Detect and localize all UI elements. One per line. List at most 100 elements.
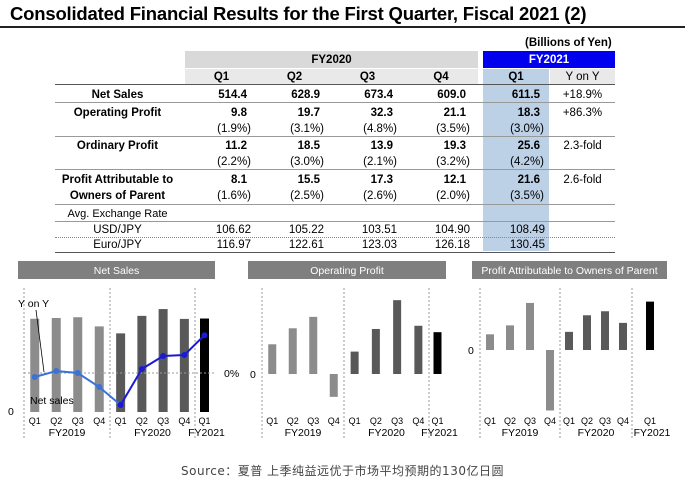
x-label-1-8: Q1 <box>431 416 443 426</box>
fx-eur-label: Euro/JPY <box>93 239 142 251</box>
x-label-2-5: Q2 <box>581 416 593 426</box>
yoy-point-2 <box>74 370 81 376</box>
net-sales-fy2021: 611.5 <box>511 89 540 101</box>
group-label-2-1: FY2020 <box>578 427 615 439</box>
bar-2-2 <box>526 302 534 350</box>
bar-2-8 <box>646 301 654 350</box>
title-rule <box>0 26 685 28</box>
bar-0-5 <box>137 315 147 412</box>
row-label-profit-attributable-1: Profit Attributable to <box>61 174 174 186</box>
group-label-0-0: FY2019 <box>49 427 86 439</box>
fy2020-header: FY2020 <box>311 54 352 66</box>
x-label-0-4: Q1 <box>115 416 127 426</box>
chart-title-2: Profit Attributable to Owners of Parent <box>481 265 657 277</box>
x-label-2-3: Q4 <box>544 416 556 426</box>
x-label-0-6: Q3 <box>157 416 169 426</box>
yoy-point-5 <box>138 366 145 372</box>
chart-title-band-1 <box>248 261 446 279</box>
x-label-1-6: Q3 <box>391 416 403 426</box>
chart-title-0: Net Sales <box>94 265 140 277</box>
x-label-1-4: Q1 <box>349 416 361 426</box>
pa-q3: 17.3 <box>370 174 393 186</box>
yoy-header-band <box>550 69 615 84</box>
x-label-0-0: Q1 <box>29 416 41 426</box>
op-q2: 19.7 <box>297 107 320 119</box>
fx-usd-q4: 104.90 <box>434 224 470 236</box>
fx-usd-q1: 106.62 <box>215 224 251 236</box>
ord-yoy: 2.3-fold <box>563 140 602 152</box>
row-label-profit-attributable-2: Owners of Parent <box>69 190 166 202</box>
bar-1-7 <box>414 325 423 374</box>
bar-0-6 <box>158 309 168 412</box>
yoy-header: Y on Y <box>565 71 600 83</box>
group-label-0-2: FY2021 <box>188 427 225 439</box>
fx-eur-q3: 123.03 <box>361 239 397 251</box>
chart0-yoy-zero-label: 0% <box>224 368 239 380</box>
q-header-2: Q2 <box>286 71 303 83</box>
bar-1-3 <box>329 374 338 397</box>
group-label-2-2: FY2021 <box>634 427 671 439</box>
rule-4 <box>55 204 615 205</box>
op-yoy: +86.3% <box>562 107 603 119</box>
q-header-3: Q3 <box>359 71 376 83</box>
ord-ratio-q2: (3.0%) <box>290 156 324 168</box>
ord-ratio-q4: (3.2%) <box>436 156 470 168</box>
bar-2-3 <box>546 350 554 411</box>
chart-title-band-0 <box>18 261 215 279</box>
fx-eur-q1: 116.97 <box>216 239 251 251</box>
fy2021-q-header: Q1 <box>508 71 524 83</box>
bar-1-1 <box>288 328 297 374</box>
rule-top <box>55 84 615 85</box>
pa-fy2021: 21.6 <box>517 174 540 186</box>
pa-yoy: 2.6-fold <box>563 174 602 186</box>
rule-2 <box>55 136 615 137</box>
fy2021-header-band <box>483 51 615 68</box>
rule-3 <box>55 169 615 170</box>
rule-5 <box>55 221 615 222</box>
page-title: Consolidated Financial Results for the F… <box>10 3 587 24</box>
net-sales-yoy: +18.9% <box>562 89 603 101</box>
net-sales-legend-label: Net sales <box>30 395 74 407</box>
op-ratio-fy2021: (3.0%) <box>510 123 544 135</box>
x-label-2-6: Q3 <box>599 416 611 426</box>
net-sales-q3: 673.4 <box>364 89 393 101</box>
bar-1-0 <box>268 344 277 374</box>
yoy-point-4 <box>117 402 124 408</box>
x-label-2-4: Q1 <box>563 416 575 426</box>
group-label-1-1: FY2020 <box>368 427 405 439</box>
pa-q1: 8.1 <box>231 174 247 186</box>
row-label-operating-profit: Operating Profit <box>73 107 162 119</box>
fy2021-header: FY2021 <box>528 54 570 66</box>
ord-q1: 11.2 <box>225 140 247 152</box>
net-sales-q1: 514.4 <box>218 89 247 101</box>
x-label-0-8: Q1 <box>198 416 210 426</box>
bar-0-0 <box>30 318 40 412</box>
group-label-1-2: FY2021 <box>421 427 458 439</box>
x-label-1-1: Q2 <box>287 416 299 426</box>
bar-0-8 <box>200 318 209 412</box>
bar-1-8 <box>433 332 442 374</box>
pa-ratio-q1: (1.6%) <box>217 190 251 202</box>
rule-bottom <box>55 252 615 253</box>
fy2020-header-band <box>185 51 478 68</box>
x-label-1-7: Q4 <box>412 416 424 426</box>
unit-note: (Billions of Yen) <box>525 37 612 49</box>
pa-ratio-q3: (2.6%) <box>363 190 397 202</box>
group-label-1-0: FY2019 <box>285 427 322 439</box>
pa-q4: 12.1 <box>443 174 466 186</box>
bar-0-1 <box>51 317 61 412</box>
bar-2-0 <box>486 334 494 350</box>
op-q4: 21.1 <box>443 107 466 119</box>
x-label-0-3: Q4 <box>93 416 105 426</box>
bar-2-1 <box>506 325 514 350</box>
net-sales-q2: 628.9 <box>291 89 320 101</box>
bar-0-2 <box>73 317 83 412</box>
fx-usd-label: USD/JPY <box>93 224 142 236</box>
bar-2-6 <box>601 311 609 350</box>
ord-q2: 18.5 <box>297 140 320 152</box>
bar-1-5 <box>371 328 380 374</box>
source-note: Source：夏普 上季纯益远优于市场平均预期的130亿日圆 <box>181 464 504 478</box>
fy2021-column-highlight <box>483 69 549 251</box>
chart0-y-zero-label: 0 <box>8 406 14 418</box>
yoy-legend-pointer <box>35 309 45 373</box>
